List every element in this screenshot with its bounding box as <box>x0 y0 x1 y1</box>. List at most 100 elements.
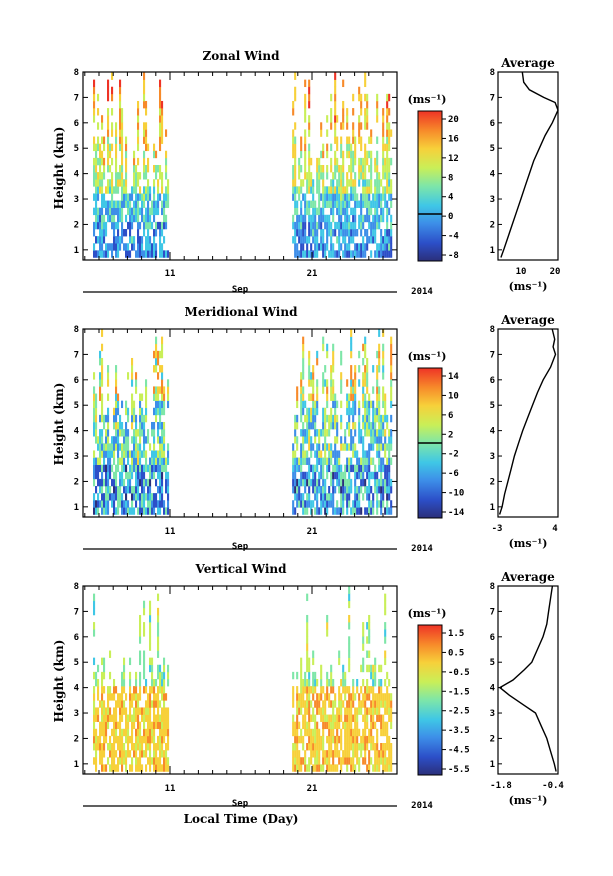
heatmap-cell <box>149 686 152 694</box>
heatmap-cell <box>382 500 385 508</box>
heatmap-cell <box>155 700 158 708</box>
heatmap-cell <box>141 735 144 744</box>
heatmap-cell <box>121 700 124 708</box>
heatmap-cell <box>117 243 120 251</box>
heatmap-cell <box>151 507 154 515</box>
heatmap-cell <box>133 436 136 444</box>
average-x-tick-right: 20 <box>550 267 561 277</box>
heatmap-cell <box>113 507 116 515</box>
heatmap-cell <box>384 507 387 515</box>
heatmap-cell <box>115 400 118 409</box>
heatmap-cell <box>360 157 363 166</box>
heatmap-cell <box>342 221 345 230</box>
heatmap-cell <box>312 221 315 230</box>
heatmap-cell <box>163 386 166 394</box>
heatmap-cell <box>107 443 110 451</box>
heatmap-cell <box>145 122 148 130</box>
heatmap-cell <box>117 450 120 458</box>
heatmap-cell <box>344 686 347 694</box>
heatmap-cell <box>161 721 164 730</box>
heatmap-cell <box>362 221 365 230</box>
heatmap-cell <box>338 714 341 722</box>
heatmap-cell <box>336 714 339 722</box>
heatmap-cell <box>163 686 166 694</box>
heatmap-cell <box>372 700 375 708</box>
heatmap-cell <box>356 243 359 251</box>
heatmap-cell <box>364 457 367 465</box>
heatmap-cell <box>308 393 311 401</box>
heatmap-cell <box>155 250 158 258</box>
heatmap-cell <box>312 728 315 737</box>
heatmap-cell <box>306 636 309 644</box>
heatmap-cell <box>384 593 387 602</box>
heatmap-cell <box>296 764 299 772</box>
heatmap-cell <box>300 136 303 144</box>
heatmap-cell <box>111 214 114 223</box>
heatmap-cell <box>376 164 379 173</box>
heatmap-cell <box>306 457 309 465</box>
heatmap-cell <box>384 678 387 687</box>
heatmap-cell <box>370 500 373 508</box>
heatmap-cell <box>310 421 313 430</box>
heatmap-cell <box>374 186 377 194</box>
heatmap-cell <box>117 757 120 765</box>
average-unit: (ms⁻¹) <box>509 794 548 807</box>
heatmap-cell <box>354 379 357 387</box>
heatmap-cell <box>117 393 120 401</box>
heatmap-cell <box>141 764 144 772</box>
heatmap-cell <box>300 457 303 465</box>
heatmap-cell <box>322 421 325 430</box>
heatmap-cell <box>372 365 375 373</box>
heatmap-cell <box>368 457 371 465</box>
heatmap-cell <box>93 407 96 416</box>
heatmap-cell <box>326 429 329 437</box>
heatmap-cell <box>382 478 385 487</box>
heatmap-cell <box>115 236 118 244</box>
heatmap-cell <box>105 250 108 258</box>
heatmap-cell <box>338 657 341 666</box>
heatmap-cell <box>326 414 329 423</box>
heatmap-cell <box>316 157 319 166</box>
heatmap-cell <box>328 421 331 430</box>
heatmap-cell <box>153 421 156 430</box>
heatmap-cell <box>350 714 353 722</box>
heatmap-cell <box>143 728 146 737</box>
heatmap-cell <box>370 471 373 480</box>
heatmap-cell <box>163 700 166 708</box>
heatmap-cell <box>366 115 369 123</box>
heatmap-cell <box>121 136 124 144</box>
heatmap-cell <box>99 386 102 394</box>
heatmap-cell <box>159 421 162 430</box>
heatmap-cell <box>99 186 102 194</box>
heatmap-cell <box>127 436 130 444</box>
heatmap-cell <box>111 157 114 166</box>
heatmap-cell <box>161 678 164 687</box>
heatmap-cell <box>135 693 138 701</box>
heatmap-cell <box>348 650 351 658</box>
heatmap-cell <box>113 243 116 251</box>
heatmap-cell <box>101 436 104 444</box>
heatmap-cell <box>330 407 333 416</box>
heatmap-cell <box>350 164 353 173</box>
heatmap-cell <box>308 236 311 244</box>
heatmap-cell <box>320 150 323 159</box>
heatmap-cell <box>386 243 389 251</box>
heatmap-cell <box>135 735 138 744</box>
heatmap-cell <box>366 372 369 380</box>
heatmap-cell <box>129 250 132 258</box>
heatmap-cell <box>324 507 327 515</box>
heatmap-cell <box>111 207 114 216</box>
heatmap-cell <box>362 164 365 173</box>
heatmap-cell <box>161 108 164 116</box>
heatmap-cell <box>165 129 168 137</box>
heatmap-cell <box>352 221 355 230</box>
heatmap-cell <box>306 629 309 637</box>
heatmap-cell <box>159 735 162 744</box>
heatmap-cell <box>95 393 98 401</box>
heatmap-cell <box>316 700 319 708</box>
heatmap-cell <box>113 229 116 237</box>
heatmap-cell <box>149 600 152 609</box>
heatmap-cell <box>364 743 367 751</box>
heatmap-cell <box>101 179 104 187</box>
heatmap-cell <box>133 486 136 494</box>
